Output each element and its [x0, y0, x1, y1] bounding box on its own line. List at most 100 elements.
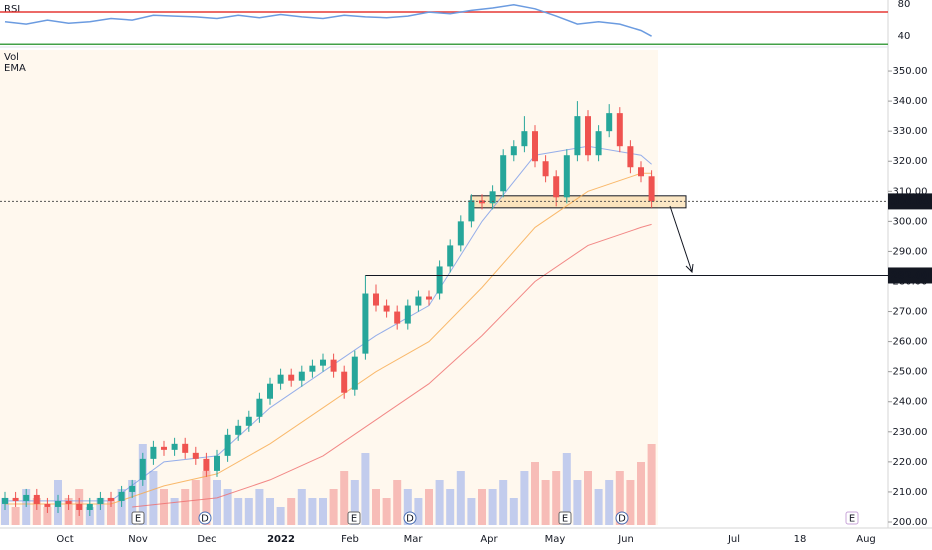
ema-title: EMA	[4, 63, 26, 74]
rsi-line	[4, 4, 652, 37]
rsi-tick-label: 40	[898, 31, 911, 42]
volume-bar	[531, 462, 539, 525]
volume-bar	[160, 489, 168, 525]
candle-body	[553, 176, 560, 198]
candle-body	[235, 425, 242, 435]
y-tick-label: 260.00	[893, 337, 928, 348]
volume-bar	[350, 480, 359, 525]
candle-body	[171, 443, 178, 450]
candle-body	[542, 161, 549, 177]
volume-bar	[85, 507, 94, 525]
candle-body	[404, 305, 411, 324]
volume-bar	[276, 507, 285, 525]
x-tick-label: Jul	[727, 534, 740, 545]
volume-bar	[191, 480, 200, 525]
candle-body	[521, 131, 528, 147]
volume-bar	[266, 498, 274, 525]
candle-body	[288, 374, 295, 381]
volume-bar	[181, 489, 190, 525]
y-tick-label: 200.00	[893, 517, 928, 528]
y-tick-label: 230.00	[893, 427, 928, 438]
candle-body	[2, 497, 8, 504]
candle-body	[351, 356, 358, 390]
volume-bar	[170, 498, 179, 525]
volume-bar	[499, 480, 508, 525]
volume-bar	[393, 480, 402, 525]
candle-body	[415, 296, 422, 306]
event-marker	[347, 511, 361, 525]
candle-body	[267, 383, 273, 399]
volume-bar	[647, 444, 656, 525]
y-tick-label: 210.00	[893, 487, 928, 498]
y-tick-label: 290.00	[893, 246, 928, 257]
volume-bar	[605, 480, 614, 525]
candle-body	[76, 503, 83, 510]
candle-body	[648, 176, 655, 202]
volume-bar	[467, 498, 476, 525]
volume-bar	[11, 507, 20, 525]
volume-bar	[308, 498, 317, 525]
x-tick-label: Mar	[404, 534, 424, 545]
candle-body	[129, 485, 136, 492]
candle-body	[510, 146, 517, 156]
volume-bar	[626, 480, 635, 525]
volume-bar	[202, 471, 211, 525]
candle-body	[277, 374, 284, 384]
volume-bar	[213, 480, 221, 525]
volume-bar	[43, 507, 52, 525]
candle-body	[383, 305, 390, 312]
candle-body	[161, 446, 167, 450]
event-marker	[403, 511, 417, 525]
y-tick-label: 350.00	[893, 66, 928, 77]
candle-body	[362, 293, 369, 354]
y-tick-label: 330.00	[893, 126, 928, 137]
x-tick-label: Nov	[128, 534, 148, 545]
price-label: 306.64	[891, 196, 930, 207]
candle-body	[341, 371, 348, 393]
x-tick-label: Oct	[56, 534, 73, 545]
volume-bar	[562, 453, 571, 525]
volume-bar	[255, 489, 264, 525]
volume-bar	[128, 480, 137, 525]
candle-body	[468, 200, 475, 222]
candle-body	[150, 446, 157, 459]
candle-body	[574, 116, 581, 156]
candle-body	[616, 113, 623, 147]
candle-body	[638, 167, 644, 177]
x-tick-label: May	[545, 534, 566, 545]
event-label: E	[562, 514, 568, 525]
y-tick-label: 240.00	[893, 397, 928, 408]
candle-body	[394, 311, 401, 324]
candle-body	[55, 500, 61, 507]
volume-bar	[584, 471, 592, 525]
candle-body	[330, 359, 337, 372]
volume-bar	[414, 498, 423, 525]
volume-bar	[223, 489, 232, 525]
candle-body	[23, 494, 30, 501]
volume-bar	[107, 498, 115, 525]
event-marker	[845, 511, 859, 525]
price-label-bg	[888, 267, 932, 284]
candle-body	[44, 503, 51, 507]
volume-bar	[244, 498, 253, 525]
y-tick-label: 250.00	[893, 367, 928, 378]
candle-body	[203, 458, 210, 471]
candle-body	[86, 503, 93, 510]
y-tick-label: 220.00	[893, 457, 928, 468]
volume-bar	[64, 498, 73, 525]
volume-bar	[319, 498, 327, 525]
volume-bar	[22, 489, 31, 525]
ema-line	[132, 223, 652, 508]
volume-bar	[520, 471, 529, 525]
candle-body	[139, 458, 146, 480]
volume-bar	[446, 489, 455, 525]
candle-body	[182, 443, 189, 453]
candle-body	[214, 455, 220, 471]
candle-body	[457, 221, 464, 246]
candle-body	[489, 191, 496, 204]
x-tick-label: Apr	[480, 534, 498, 545]
volume-bar	[287, 498, 296, 525]
volume-bar	[425, 489, 433, 525]
candle-body	[256, 398, 263, 417]
